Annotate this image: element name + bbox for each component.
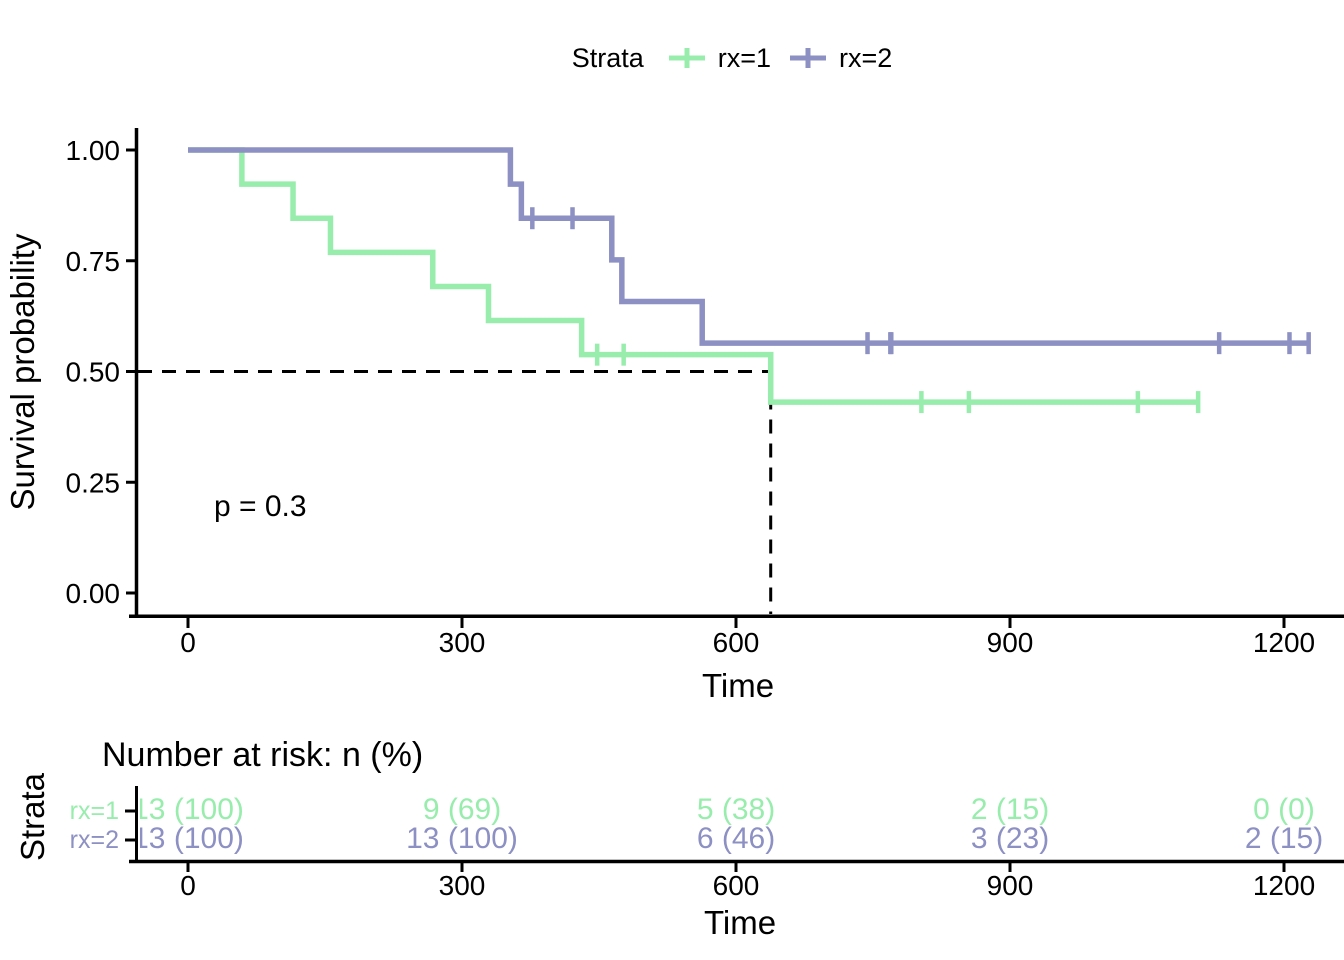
y-axis-tick-label: 0.75 (66, 246, 121, 277)
x-axis-tick-label: 0 (180, 627, 196, 658)
risk-count: 0 (0) (1253, 794, 1315, 826)
km-curve-rx=1 (188, 147, 1199, 405)
x-axis-title: Time (702, 667, 774, 704)
risk-row-label-rx2: rx=2 (69, 826, 119, 854)
risk-count: 13 (100) (406, 823, 518, 855)
median-reference-lines (138, 370, 773, 614)
risk-count: 2 (15) (1244, 823, 1324, 855)
p-value-label: p = 0.3 (214, 490, 307, 523)
risk-axis-tick-labels: 0 300 600 900 1200 (0, 872, 1344, 902)
risk-count: 5 (38) (696, 794, 776, 826)
risk-x-axis-tick-label: 600 (712, 870, 760, 901)
risk-axis-ticks (125, 809, 1286, 872)
legend-item-label: rx=1 (717, 42, 772, 73)
y-axis-tick-label: 0.00 (66, 578, 121, 609)
x-axis-tick-label: 600 (713, 627, 760, 658)
risk-row-label-rx1: rx=1 (69, 797, 119, 825)
risk-x-axis-tick-label: 1200 (1252, 870, 1316, 901)
x-axis-tick-label: 900 (987, 627, 1034, 658)
survival-curves (188, 147, 1311, 414)
legend-title: Strata (571, 42, 644, 73)
x-axis-ticks: 0 300 600 900 1200 (180, 618, 1315, 658)
risk-count: 13 (100) (140, 794, 244, 826)
x-axis-tick-label: 1200 (1253, 627, 1315, 658)
y-axis-tick-label: 0.50 (66, 357, 121, 388)
risk-table-axis (125, 786, 1344, 872)
risk-x-axis-tick-label: 900 (986, 870, 1034, 901)
risk-count: 2 (15) (970, 794, 1050, 826)
risk-count: 6 (46) (696, 823, 776, 855)
risk-x-axis-tick-label: 0 (180, 870, 196, 901)
risk-x-axis-title: Time (703, 904, 777, 941)
risk-row-values-rx1: 13 (100) 9 (69) 5 (38) 2 (15) 0 (0) (140, 794, 1344, 828)
risk-table-title: Number at risk: n (%) (102, 736, 424, 774)
y-axis-title: Survival probability (4, 233, 41, 510)
legend-key-icon (668, 48, 705, 68)
x-axis-tick-label: 300 (439, 627, 486, 658)
km-curve-rx=2 (188, 147, 1309, 346)
risk-count: 13 (100) (140, 823, 244, 855)
risk-count: 3 (23) (970, 823, 1050, 855)
risk-count: 9 (69) (422, 794, 502, 826)
legend: Strata rx=1 rx=2 (120, 40, 1344, 76)
y-axis-tick-label: 0.25 (66, 467, 121, 498)
legend-key-icon (790, 48, 827, 68)
y-axis-ticks: 0.00 0.25 0.50 0.75 1.00 (66, 135, 136, 609)
legend-item-rx2: rx=2 (787, 43, 892, 74)
survival-plot: 0 300 600 900 1200 0.00 0.25 0.50 0.75 1.00 Time… (4, 128, 1344, 704)
legend-item-rx1: rx=1 (666, 43, 771, 74)
y-axis-tick-label: 1.00 (66, 135, 121, 166)
risk-row-values-rx2: 13 (100) 13 (100) 6 (46) 3 (23) 2 (15) (140, 823, 1344, 857)
risk-x-axis-tick-label: 300 (438, 870, 486, 901)
legend-item-label: rx=2 (839, 42, 893, 73)
